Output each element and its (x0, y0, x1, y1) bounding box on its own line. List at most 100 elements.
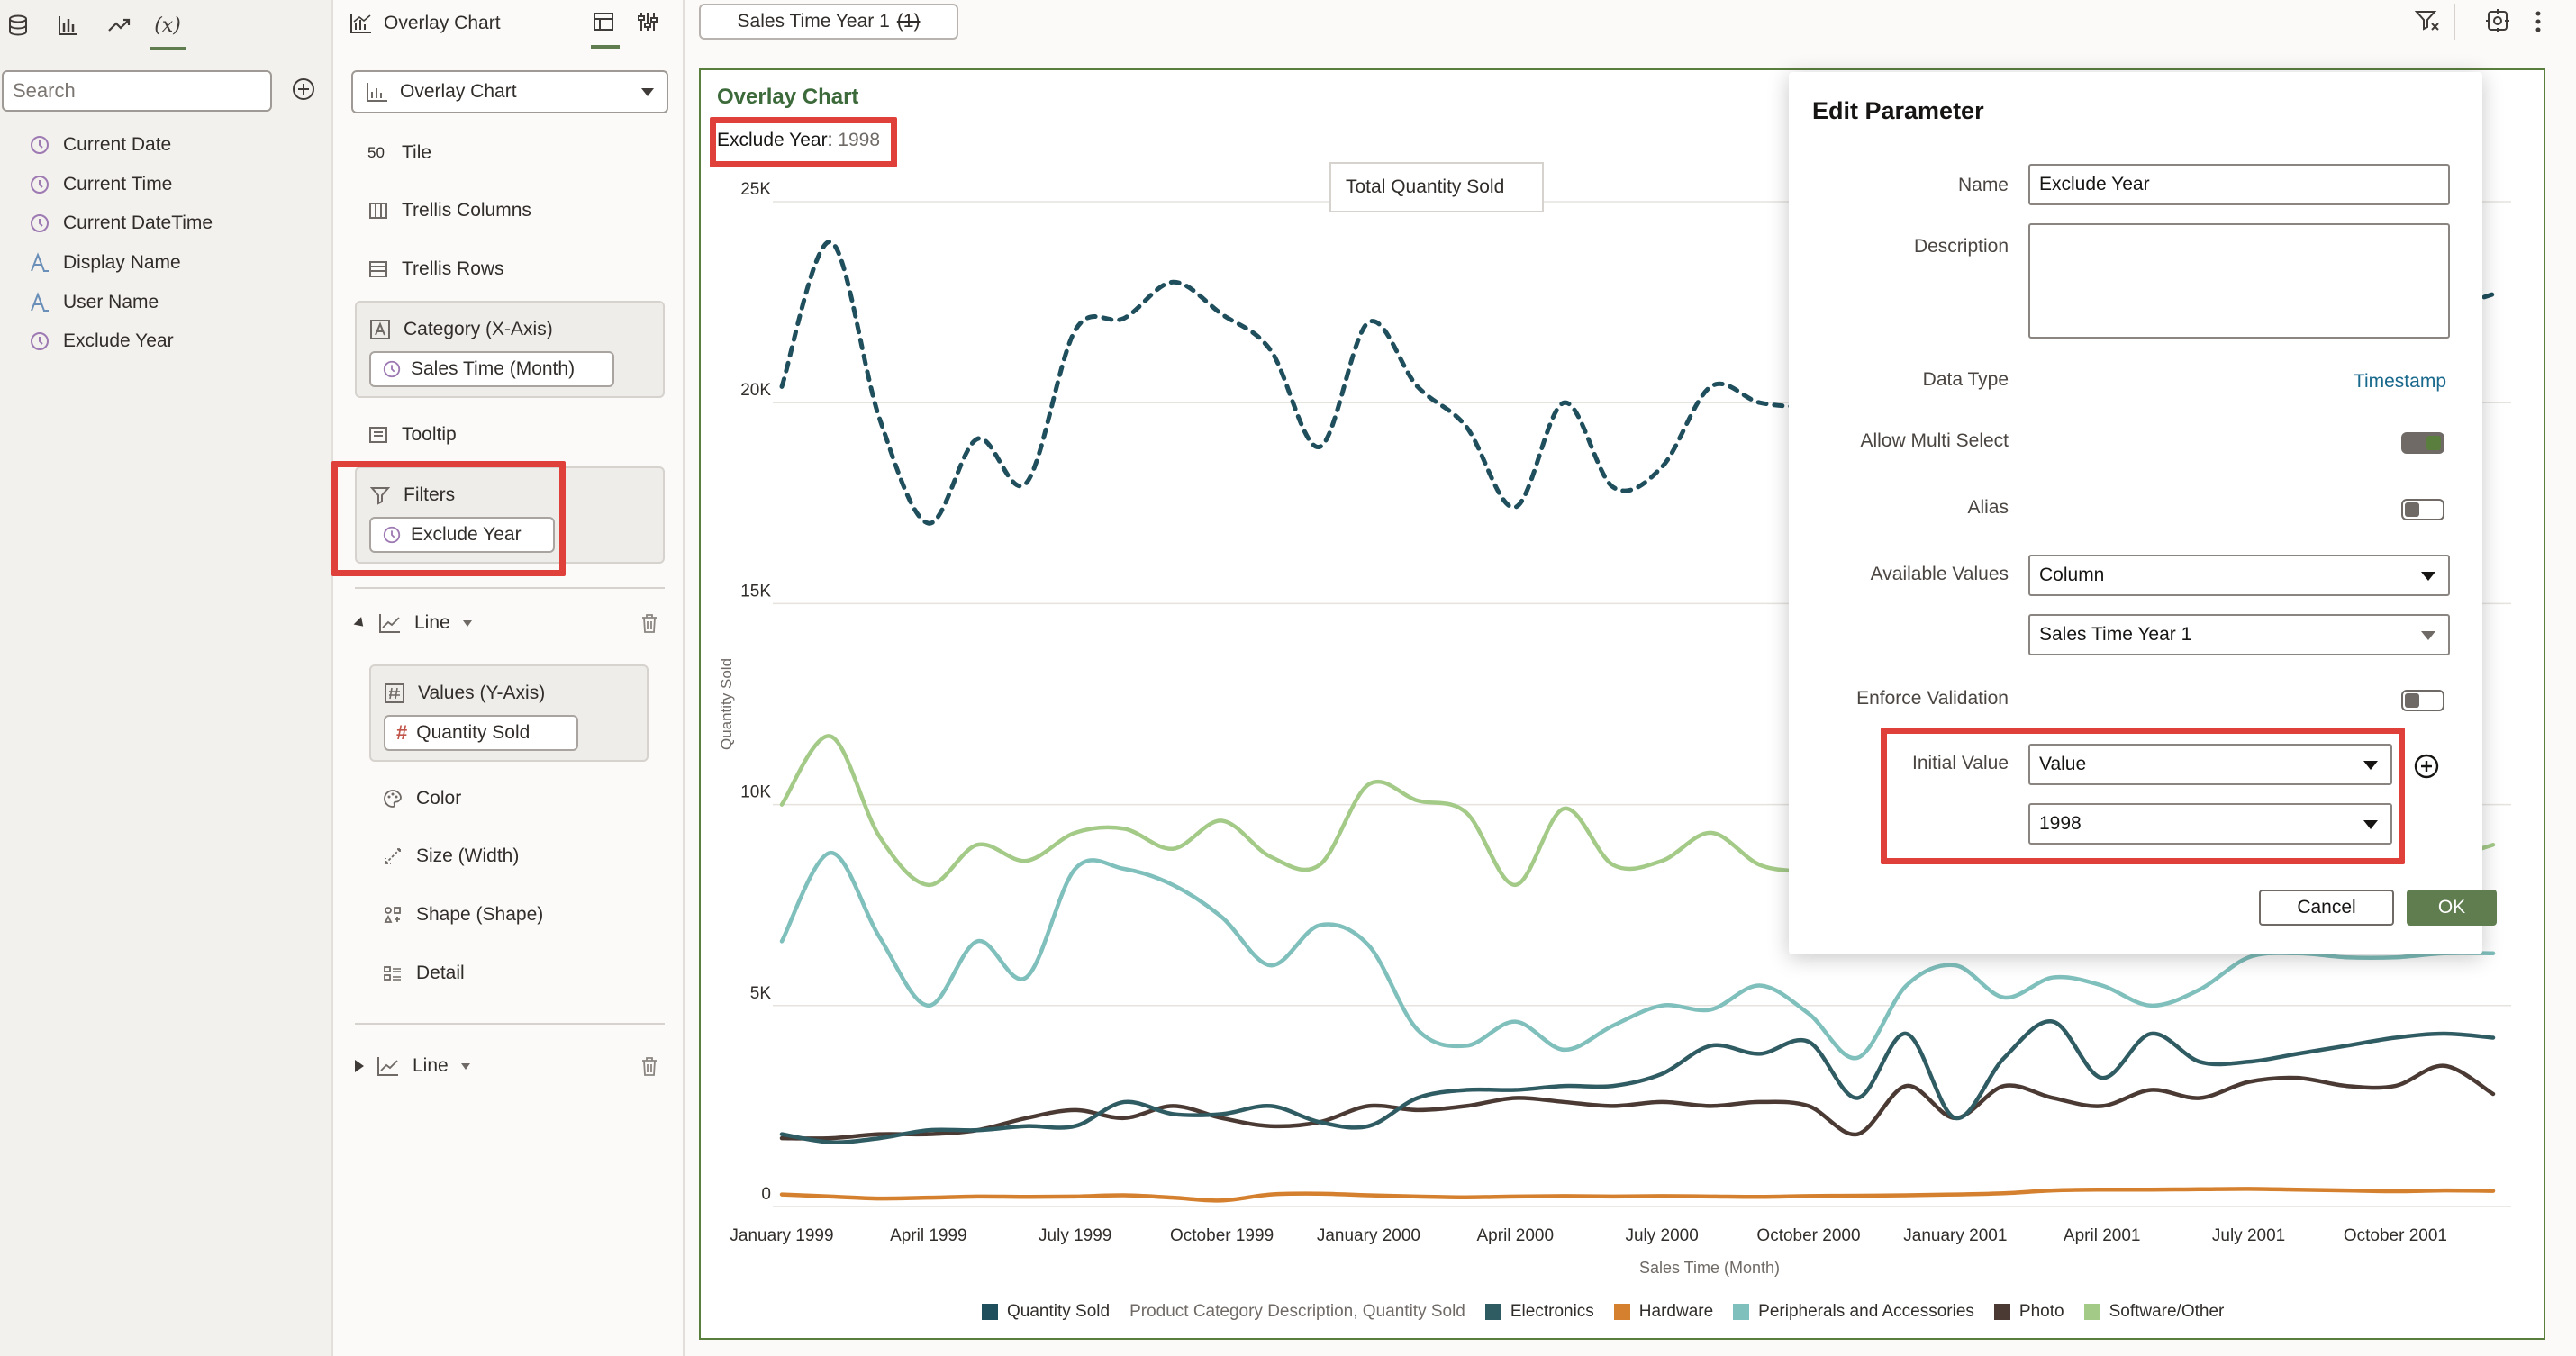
initial-value-select[interactable]: 1998 (2028, 803, 2392, 845)
legend-title: Product Category Description, Quantity S… (1129, 1302, 1465, 1322)
filter-highlight (710, 117, 897, 167)
legend-item[interactable]: Hardware (1613, 1302, 1713, 1322)
chevron-down-icon[interactable] (462, 619, 472, 627)
legend-item[interactable]: Quantity Sold (982, 1302, 1110, 1322)
trellis-rows-drop-zone[interactable]: Trellis Rows (367, 251, 504, 287)
trash-icon[interactable] (639, 1055, 659, 1077)
bar-chart-icon[interactable] (50, 7, 86, 43)
clock-icon (31, 332, 49, 350)
trash-icon[interactable] (639, 612, 659, 634)
chevron-down-icon (2421, 572, 2435, 581)
divider (355, 587, 665, 589)
legend-swatch (982, 1304, 998, 1320)
x-tick-label: January 2001 (1903, 1226, 2007, 1245)
toggle-knob (2405, 502, 2419, 517)
exclude-year-filter-pill[interactable]: Exclude Year (369, 517, 555, 553)
chevron-down-icon[interactable] (460, 1062, 470, 1070)
data-type-link[interactable]: Timestamp (2353, 371, 2446, 392)
trellis-rows-label: Trellis Rows (402, 258, 504, 279)
chevron-down-icon (641, 87, 654, 96)
shape-drop-zone[interactable]: Shape (Shape) (382, 897, 543, 933)
legend-item[interactable]: Software/Other (2083, 1302, 2224, 1322)
x-tick-label: October 1999 (1170, 1226, 1274, 1245)
description-label: Description (1913, 236, 2009, 257)
parameter-label: Display Name (63, 252, 181, 273)
add-value-icon[interactable] (2412, 752, 2441, 781)
layer-1-header[interactable]: Line (353, 605, 472, 641)
parameter-item-exclude-year[interactable]: Exclude Year (29, 323, 174, 359)
legend-swatch (2083, 1304, 2100, 1320)
properties-icon[interactable] (636, 9, 659, 34)
filters-drop-zone[interactable]: Filters Exclude Year (355, 466, 665, 564)
filter-clear-icon[interactable] (2414, 7, 2441, 34)
size-drop-zone[interactable]: Size (Width) (382, 838, 519, 874)
parameter-item-display-name[interactable]: Display Name (29, 245, 181, 281)
column-select[interactable]: Sales Time Year 1 (2028, 614, 2450, 655)
cancel-button[interactable]: Cancel (2259, 890, 2394, 926)
more-options-icon[interactable] (2533, 9, 2544, 34)
layer-2-label: Line (413, 1055, 449, 1076)
variable-icon[interactable]: (x) (150, 7, 186, 50)
legend-item[interactable]: Peripherals and Accessories (1733, 1302, 1974, 1322)
detail-label: Detail (416, 963, 465, 983)
search-input[interactable] (2, 70, 272, 112)
expand-icon[interactable] (355, 1060, 364, 1072)
resize-icon (385, 848, 401, 864)
y-tick-label: 20K (740, 381, 771, 400)
parameter-item-current-date[interactable]: Current Date (29, 127, 171, 163)
legend-label: Peripherals and Accessories (1758, 1302, 1974, 1321)
ok-button[interactable]: OK (2407, 890, 2497, 926)
tooltip-drop-zone[interactable]: Tooltip (367, 417, 457, 453)
chevron-down-icon (2421, 631, 2435, 640)
y-axis-label: Quantity Sold (718, 658, 735, 750)
trellis-columns-drop-zone[interactable]: Trellis Columns (367, 193, 531, 229)
clock-icon (31, 136, 49, 154)
line-chart: 0 5K 10K 15K 20K 25K Quantity Sold January 1999… (718, 180, 2511, 1277)
available-values-value: Column (2039, 565, 2105, 585)
alias-toggle[interactable] (2401, 499, 2444, 520)
legend-item[interactable]: Photo (1993, 1302, 2064, 1322)
legend-item[interactable]: Electronics (1484, 1302, 1594, 1322)
grammar-title: Overlay Chart (384, 13, 501, 33)
initial-value-type-select[interactable]: Value (2028, 744, 2392, 785)
parameter-item-current-time[interactable]: Current Time (29, 167, 172, 203)
detail-drop-zone[interactable]: Detail (382, 955, 465, 991)
color-drop-zone[interactable]: Color (382, 781, 461, 817)
database-icon[interactable] (0, 7, 36, 43)
x-axis-label: Sales Time (Month) (1639, 1259, 1780, 1277)
name-input[interactable]: Exclude Year (2028, 164, 2450, 205)
layer-1-label: Line (414, 612, 450, 633)
allow-multi-select-toggle[interactable] (2401, 432, 2444, 454)
settings-icon[interactable] (2484, 7, 2511, 34)
available-values-select[interactable]: Column (2028, 555, 2450, 596)
dialog-title: Edit Parameter (1812, 97, 1984, 124)
legend-label: Electronics (1510, 1302, 1594, 1321)
enforce-validation-toggle[interactable] (2401, 690, 2444, 711)
values-value: Quantity Sold (416, 722, 531, 743)
parameter-item-user-name[interactable]: User Name (29, 285, 159, 321)
category-pill[interactable]: Sales Time (Month) (369, 351, 614, 387)
trend-icon[interactable] (101, 7, 137, 43)
canvas-tab[interactable]: Sales Time Year 1 (1) (699, 4, 958, 40)
legend-label: Quantity Sold (1007, 1302, 1111, 1321)
grammar-view-icon[interactable] (591, 9, 616, 34)
x-tick-label: January 1999 (730, 1226, 833, 1245)
variable-tab-label: (x) (154, 14, 181, 37)
size-label: Size (Width) (416, 845, 520, 866)
category-drop-zone[interactable]: Category (X-Axis) Sales Time (Month) (355, 301, 665, 398)
clock-icon (383, 526, 401, 544)
collapse-icon[interactable] (353, 616, 367, 630)
parameter-label: Current Time (63, 174, 173, 194)
series-line-peripherals-and-accessories (779, 850, 2496, 1061)
line-chart-icon (377, 1057, 398, 1076)
add-parameter-icon[interactable] (290, 76, 317, 103)
values-drop-zone[interactable]: Values (Y-Axis) # Quantity Sold (369, 664, 649, 762)
layer-2-header[interactable]: Line (355, 1048, 470, 1084)
parameter-label: Exclude Year (63, 330, 174, 351)
parameter-item-current-datetime[interactable]: Current DateTime (29, 205, 213, 241)
viz-type-select[interactable]: Overlay Chart (351, 70, 668, 113)
filter-value: 1998 (838, 130, 880, 150)
description-textarea[interactable] (2028, 223, 2450, 339)
quantity-sold-pill[interactable]: # Quantity Sold (384, 715, 578, 751)
tile-drop-zone[interactable]: 50 Tile (367, 135, 431, 171)
